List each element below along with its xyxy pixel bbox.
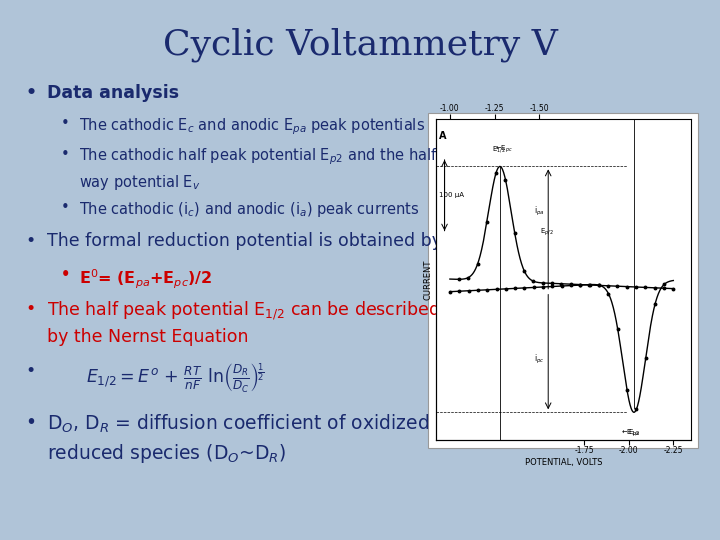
Text: E$_{pa}$: E$_{pa}$ <box>628 428 640 439</box>
Text: ←E$_{pc}$: ←E$_{pc}$ <box>495 144 513 156</box>
Text: The cathodic (i$_{c}$) and anodic (i$_{a}$) peak currents: The cathodic (i$_{c}$) and anodic (i$_{a… <box>79 200 420 219</box>
Text: The half peak potential E$_{1/2}$ can be described
by the Nernst Equation: The half peak potential E$_{1/2}$ can be… <box>47 300 439 346</box>
Text: i$_{pa}$: i$_{pa}$ <box>534 205 544 218</box>
Text: •: • <box>61 147 70 162</box>
Text: •: • <box>25 413 36 432</box>
Y-axis label: CURRENT: CURRENT <box>424 259 433 300</box>
Text: 100 μA: 100 μA <box>439 192 464 198</box>
Text: E$_{1/2}$: E$_{1/2}$ <box>492 144 505 155</box>
Text: •: • <box>61 267 71 282</box>
Text: E$_{p/2}$: E$_{p/2}$ <box>540 227 554 239</box>
Text: $E_{1/2}=E^{o}$ + $\frac{RT}{nF}$ ln$\left(\frac{D_R}{D_C}\right)^{\!\frac{1}{2}: $E_{1/2}=E^{o}$ + $\frac{RT}{nF}$ ln$\le… <box>86 362 265 395</box>
Text: ←E$_{1/2}$: ←E$_{1/2}$ <box>621 428 641 438</box>
Text: •: • <box>25 84 36 102</box>
Text: •: • <box>25 232 35 250</box>
Text: Cyclic Voltammetry V: Cyclic Voltammetry V <box>163 27 557 62</box>
Text: •: • <box>25 362 35 380</box>
Text: •: • <box>61 200 70 215</box>
Text: E$^{0}$= (E$_{pa}$+E$_{pc}$)/2: E$^{0}$= (E$_{pa}$+E$_{pc}$)/2 <box>79 267 212 291</box>
Bar <box>428 113 698 448</box>
Text: The formal reduction potential is obtained by: The formal reduction potential is obtain… <box>47 232 442 250</box>
Text: •: • <box>25 300 35 318</box>
Text: A: A <box>439 131 446 141</box>
Text: i$_{pc}$: i$_{pc}$ <box>534 353 544 366</box>
Text: The cathodic E$_{c}$ and anodic E$_{pa}$ peak potentials: The cathodic E$_{c}$ and anodic E$_{pa}$… <box>79 116 426 137</box>
Text: D$_O$, D$_R$ = diffusion coefficient of oxidized or
reduced species (D$_O$~D$_R$: D$_O$, D$_R$ = diffusion coefficient of … <box>47 413 456 465</box>
X-axis label: POTENTIAL, VOLTS: POTENTIAL, VOLTS <box>525 458 602 467</box>
Text: The cathodic half peak potential E$_{p2}$ and the half
way potential E$_{v}$: The cathodic half peak potential E$_{p2}… <box>79 147 438 192</box>
Text: •: • <box>61 116 70 131</box>
Text: Data analysis: Data analysis <box>47 84 179 102</box>
